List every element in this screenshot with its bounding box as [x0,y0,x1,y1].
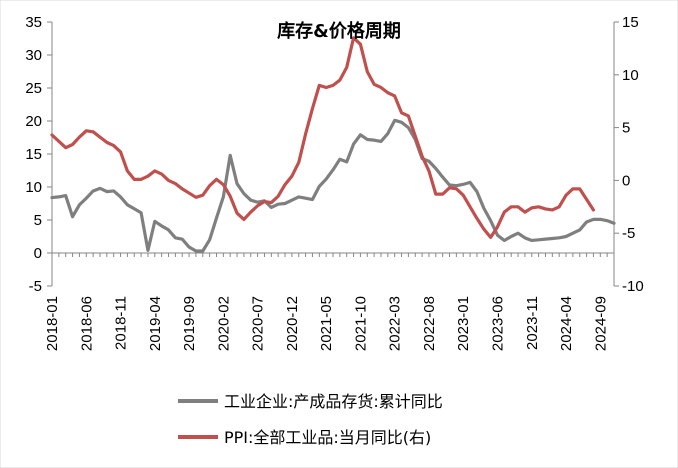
legend-label-ppi: PPI:全部工业品:当月同比(右) [224,428,431,447]
left-axis-tick-label: 30 [25,47,42,64]
right-axis-tick-label: 10 [622,67,639,84]
right-axis-tick-label: 0 [622,172,630,189]
x-axis-tick-label: 2019-04 [147,296,164,351]
left-axis-tick-label: 5 [34,212,42,229]
left-axis-tick-label: -5 [29,278,42,295]
right-axis-tick-label: 5 [622,120,630,137]
x-axis-tick-label: 2021-10 [352,296,369,351]
series-line-inventory [50,118,616,253]
axes [47,21,619,287]
right-axis-tick-label: -5 [622,225,635,242]
x-axis-tick-label: 2018-11 [113,296,130,350]
x-axis-tick-labels: 2018-01 2018-06 2018-11 2019-04 2019-09 2020-… [44,296,609,351]
x-axis-tick-label: 2020-12 [284,296,301,351]
x-axis-tick-label: 2018-06 [78,296,95,351]
x-axis-tick-label: 2022-03 [387,296,404,351]
x-axis-tick-label: 2023-01 [455,296,472,351]
x-axis-tick-label: 2023-11 [524,296,541,350]
x-axis-tick-label: 2019-09 [181,296,198,351]
x-axis-tick-label: 2020-02 [215,296,232,351]
chart-title: 库存&价格周期 [277,20,401,42]
right-axis-tick-label: 15 [622,14,639,31]
x-axis-tick-label: 2024-09 [592,296,609,351]
x-axis-tick-label: 2021-05 [318,296,335,351]
x-axis-tick-label: 2024-04 [558,296,575,351]
x-axis-tick-label: 2023-06 [489,296,506,351]
legend: 工业企业:产成品存货:累计同比 PPI:全部工业品:当月同比(右) [178,392,443,447]
legend-label-inventory: 工业企业:产成品存货:累计同比 [224,392,443,411]
left-axis-tick-label: 15 [25,146,42,163]
left-axis-tick-label: 0 [34,245,42,262]
series-layer [50,36,616,253]
right-axis-tick-label: -10 [622,278,644,295]
left-axis-tick-labels: -5 0 5 10 15 20 25 30 35 [25,14,42,295]
left-axis-tick-label: 35 [25,14,42,31]
x-axis-tick-label: 2020-07 [250,296,267,351]
left-axis-tick-label: 20 [25,113,42,130]
left-axis-tick-label: 25 [25,80,42,97]
left-axis-tick-label: 10 [25,179,42,196]
x-axis-tick-label: 2022-08 [421,296,438,351]
x-axis-tick-label: 2018-01 [44,296,61,351]
right-axis-tick-labels: -10 -5 0 5 10 15 [622,14,644,295]
series-line-ppi [50,36,596,240]
